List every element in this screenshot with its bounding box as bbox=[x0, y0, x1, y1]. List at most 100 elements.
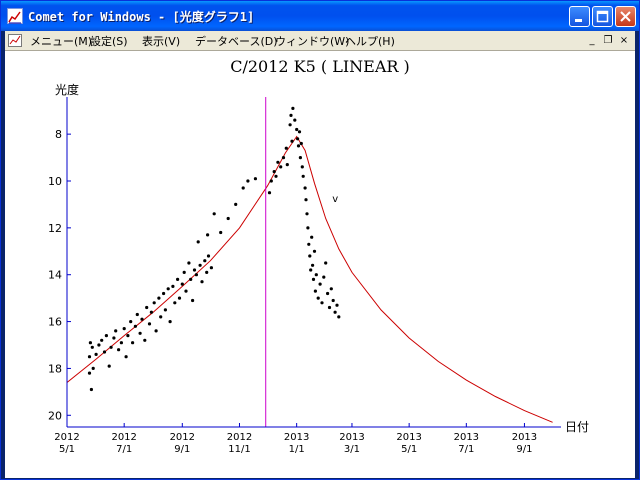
observation-point bbox=[184, 289, 188, 293]
menu-item-help[interactable]: ヘルプ(H) bbox=[345, 35, 395, 48]
chart-plot: 光度 日付 810121416182020125/120127/120129/1… bbox=[48, 82, 589, 455]
observation-point bbox=[138, 331, 142, 335]
maximize-button[interactable] bbox=[592, 6, 613, 27]
y-tick-label: 8 bbox=[55, 128, 62, 141]
observation-point bbox=[163, 308, 167, 312]
observation-point bbox=[194, 273, 198, 277]
chart-title: C/2012 K5 ( LINEAR ) bbox=[230, 57, 410, 76]
observation-point bbox=[301, 174, 305, 178]
observation-point bbox=[143, 338, 147, 342]
observation-point bbox=[333, 310, 337, 314]
app-chart-icon bbox=[7, 8, 23, 24]
observation-point bbox=[324, 261, 328, 265]
x-tick-date: 11/1 bbox=[228, 444, 250, 455]
close-button[interactable] bbox=[615, 6, 636, 27]
observation-point bbox=[196, 240, 200, 244]
window-title: Comet for Windows - [光度グラフ1] bbox=[28, 10, 255, 24]
observation-point bbox=[152, 301, 156, 305]
y-tick-label: 14 bbox=[48, 269, 62, 282]
observation-point bbox=[305, 212, 309, 216]
x-tick-year: 2013 bbox=[512, 432, 537, 443]
observation-point bbox=[87, 355, 92, 359]
observation-point bbox=[295, 127, 299, 132]
observation-point bbox=[281, 156, 286, 160]
observation-point bbox=[104, 334, 108, 338]
menu-item-window[interactable]: ウィンドウ(W) bbox=[275, 35, 350, 48]
observation-point bbox=[241, 186, 245, 190]
observation-point bbox=[94, 352, 98, 356]
mdi-close-button[interactable]: × bbox=[619, 35, 629, 46]
observation-point bbox=[119, 341, 123, 345]
observation-point bbox=[246, 179, 250, 183]
x-axis-label: 日付 bbox=[565, 420, 589, 434]
x-tick-year: 2012 bbox=[54, 432, 79, 443]
observation-point bbox=[267, 191, 272, 195]
x-tick-year: 2013 bbox=[284, 432, 309, 443]
menu-item-database[interactable]: データベース(D) bbox=[195, 35, 278, 48]
observation-point bbox=[316, 296, 320, 300]
observation-point bbox=[198, 263, 202, 267]
x-tick-year: 2013 bbox=[396, 432, 421, 443]
observation-point bbox=[288, 123, 292, 127]
menu-item-settings[interactable]: 設定(S) bbox=[90, 35, 128, 48]
observation-point bbox=[296, 137, 300, 141]
observation-point bbox=[191, 298, 195, 303]
x-tick-date: 5/1 bbox=[401, 444, 417, 455]
observation-point bbox=[162, 291, 166, 296]
observation-point bbox=[303, 186, 307, 190]
observation-point bbox=[307, 242, 311, 246]
observation-point bbox=[298, 156, 302, 160]
observation-point bbox=[114, 329, 118, 333]
observation-point bbox=[109, 345, 113, 349]
observation-point bbox=[89, 387, 93, 392]
observation-point bbox=[311, 277, 316, 281]
observation-point bbox=[180, 282, 184, 286]
observation-point bbox=[126, 334, 130, 338]
x-tick-date: 9/1 bbox=[516, 444, 532, 455]
observation-point bbox=[312, 249, 317, 253]
observation-point bbox=[112, 336, 116, 340]
observation-point bbox=[269, 179, 273, 183]
observation-point bbox=[154, 329, 158, 333]
minimize-button[interactable] bbox=[569, 6, 590, 27]
close-icon bbox=[620, 11, 631, 22]
menu-item-menu[interactable]: メニュー(M) bbox=[30, 35, 93, 48]
mdi-minimize-button[interactable]: _ bbox=[589, 35, 595, 46]
maximize-icon bbox=[596, 10, 609, 23]
x-tick-year: 2013 bbox=[339, 432, 364, 443]
annotation-label: v bbox=[332, 194, 338, 205]
graph-document: C/2012 K5 ( LINEAR ) 光度 日付 8 10 12 14 16 18 20… bbox=[5, 50, 635, 478]
observation-point bbox=[318, 282, 322, 286]
observation-point bbox=[87, 371, 92, 375]
observation-point bbox=[192, 268, 197, 272]
observation-point bbox=[100, 338, 104, 342]
observation-point bbox=[289, 113, 293, 117]
x-tick-date: 7/1 bbox=[458, 444, 474, 455]
menu-item-view[interactable]: 表示(V) bbox=[142, 35, 181, 48]
observation-point bbox=[157, 296, 161, 300]
observation-point bbox=[206, 233, 210, 237]
title-bar[interactable]: Comet for Windows - [光度グラフ1] bbox=[1, 1, 639, 31]
x-tick-year: 2013 bbox=[454, 432, 479, 443]
observation-point bbox=[133, 324, 137, 328]
observation-point bbox=[335, 303, 339, 307]
observation-point bbox=[314, 273, 318, 277]
observation-point bbox=[274, 174, 278, 178]
minimize-icon bbox=[575, 19, 582, 22]
observation-point bbox=[124, 355, 128, 359]
observation-point bbox=[285, 163, 289, 167]
observation-point bbox=[234, 202, 238, 206]
y-tick-label: 18 bbox=[48, 362, 62, 375]
document-chart-icon[interactable] bbox=[8, 34, 22, 47]
observation-point bbox=[291, 106, 295, 110]
observation-point bbox=[212, 212, 216, 216]
observation-point bbox=[147, 322, 152, 326]
mdi-restore-button[interactable]: ❐ bbox=[603, 35, 613, 46]
observation-point bbox=[102, 350, 107, 354]
observation-point bbox=[129, 320, 133, 324]
observation-point bbox=[322, 275, 326, 279]
observation-point bbox=[187, 261, 191, 265]
x-tick-year: 2012 bbox=[111, 432, 136, 443]
y-axis-label: 光度 bbox=[55, 82, 79, 97]
